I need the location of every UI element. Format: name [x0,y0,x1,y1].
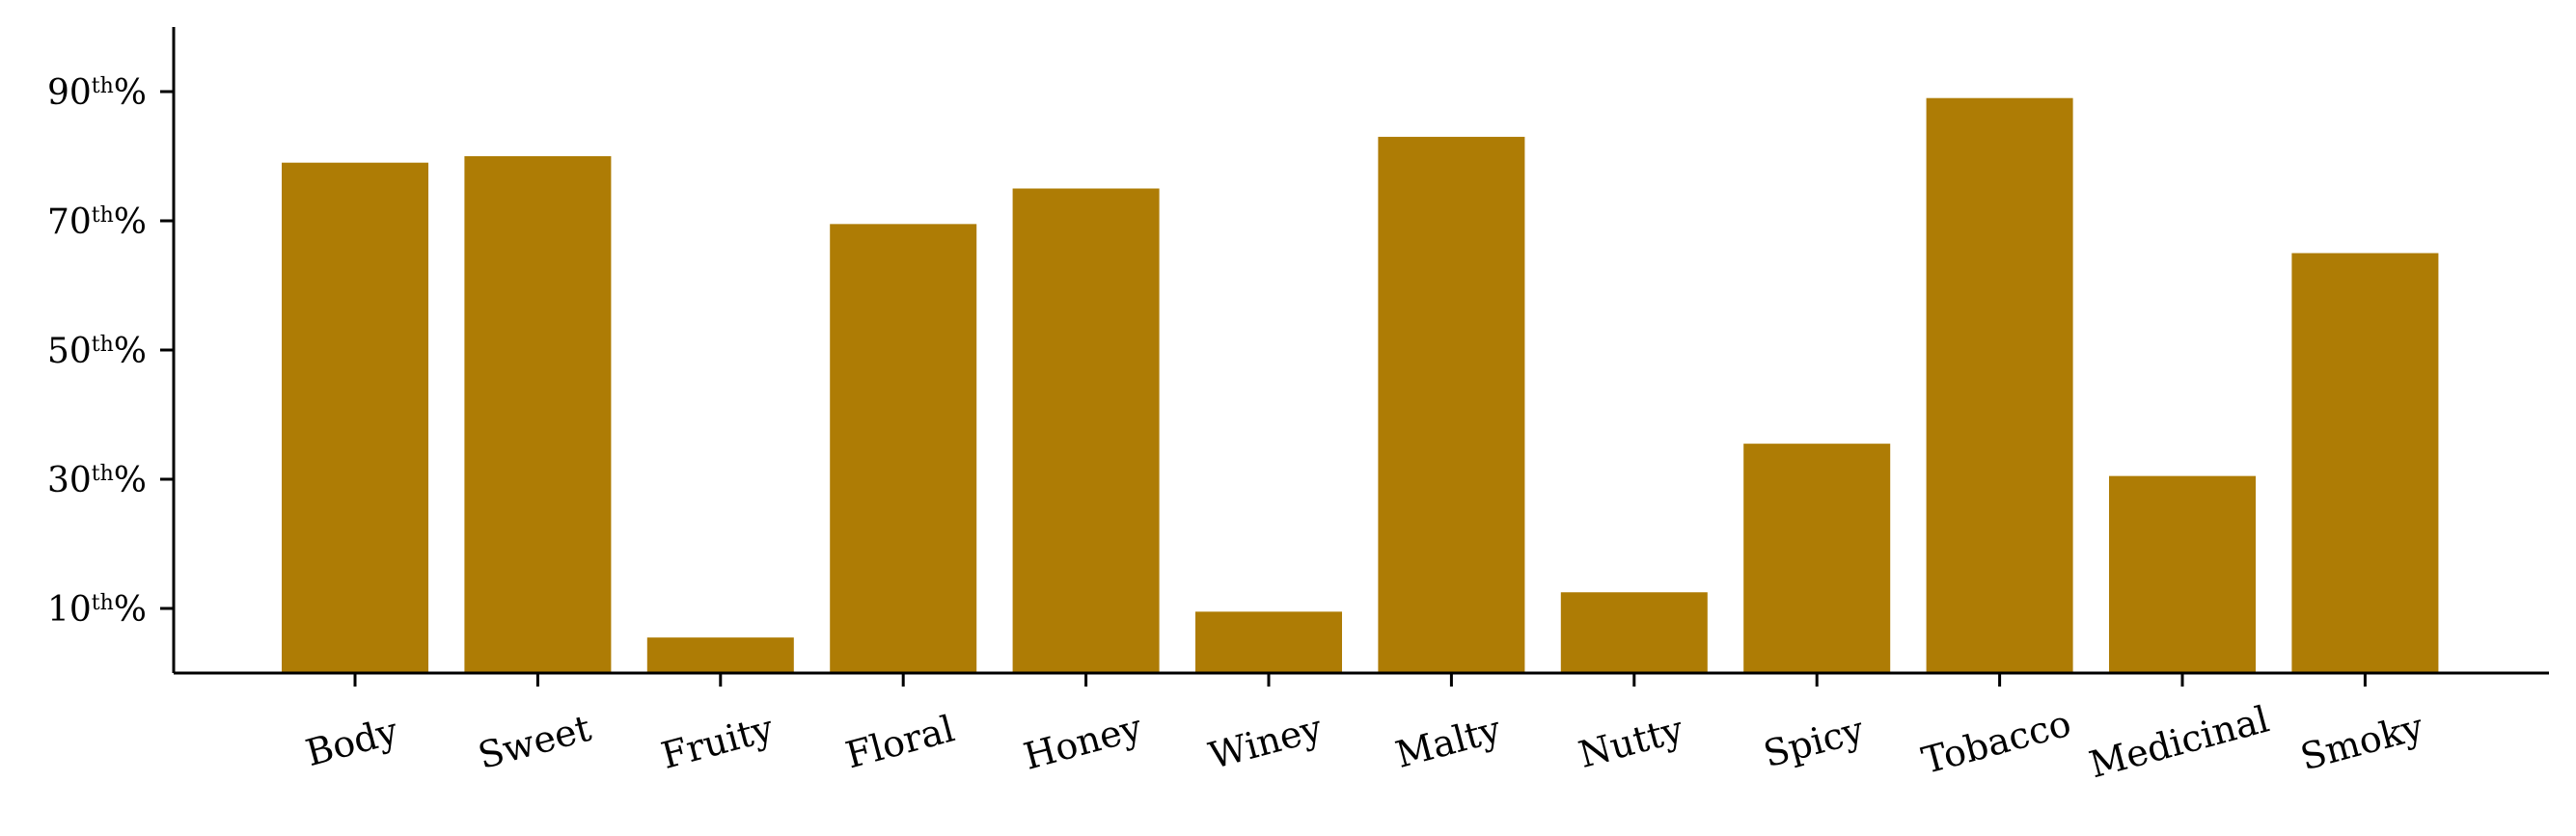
bar-malty [1378,136,1525,673]
x-tick-label-malty: Malty [1391,708,1506,776]
y-tick-label-10: 10th% [47,590,147,630]
x-tick-label-floral: Floral [841,707,959,776]
bar-body [282,162,428,673]
bar-medicinal [2109,475,2256,673]
x-tick-label-smoky: Smoky [2296,705,2428,778]
bar-floral [830,224,977,673]
bar-nutty [1560,592,1708,673]
x-tick-label-honey: Honey [1019,706,1146,778]
bar-honey [1012,188,1160,673]
bars-group [282,97,2439,673]
bar-fruity [646,637,794,673]
x-tick-label-spicy: Spicy [1759,708,1869,775]
x-tick-label-winey: Winey [1204,707,1327,777]
x-axis-ticks: Body Sweet Fruity Floral Honey Winey Malty Nutt… [301,673,2428,787]
y-tick-label-90: 90th% [47,73,147,113]
bar-tobacco [1926,97,2073,673]
x-tick-label-nutty: Nutty [1575,708,1688,776]
x-tick-label-tobacco: Tobacco [1917,702,2075,782]
y-tick-label-50: 50th% [47,332,147,371]
y-axis-ticks: 10th% 30th% 50th% 70th% 90th% [47,73,174,630]
y-tick-label-30: 30th% [47,461,147,500]
bar-smoky [2291,253,2439,673]
x-tick-label-sweet: Sweet [474,707,595,777]
x-tick-label-medicinal: Medicinal [2085,698,2273,787]
x-tick-label-body: Body [301,710,402,775]
bar-spicy [1743,444,1891,673]
y-tick-label-70: 70th% [47,202,147,242]
x-tick-label-fruity: Fruity [657,707,779,777]
bar-sweet [464,156,612,673]
bar-winey [1195,611,1342,673]
